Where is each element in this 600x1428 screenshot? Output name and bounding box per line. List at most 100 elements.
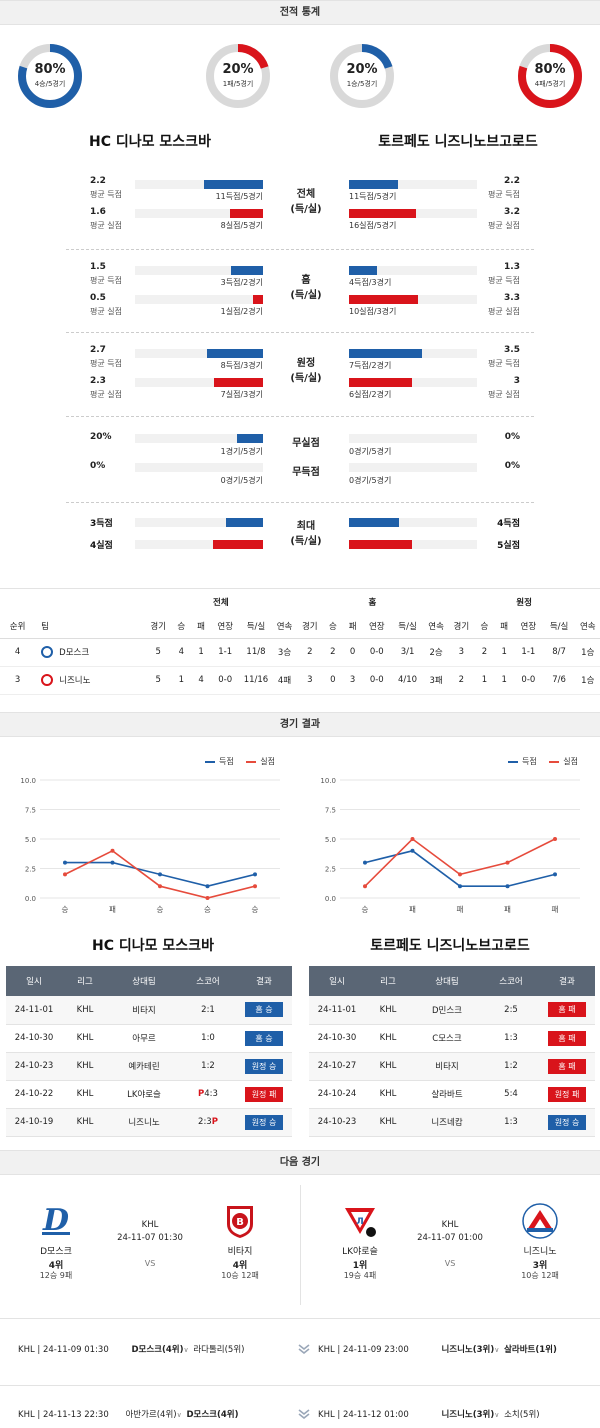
y-tick-label: 2.5	[325, 866, 336, 874]
x-tick-label: 패	[504, 904, 511, 914]
home-max-gf-bar	[226, 518, 263, 527]
result-league: KHL	[365, 996, 411, 1025]
data-point	[505, 860, 510, 865]
standings-cell: 1승	[575, 638, 600, 667]
donut-caption: 4패/5경기	[534, 80, 566, 88]
donut-arc	[18, 44, 82, 108]
result-date: 24-10-30	[6, 1024, 62, 1053]
category-label: 무실점	[292, 438, 320, 449]
away-gf-caption: 4득점/3경기	[349, 278, 392, 287]
schedule-left-0[interactable]: KHL | 24-11-09 01:30 D모스크(4위)∨ 라다톨리(5위)	[18, 1345, 245, 1355]
data-point	[158, 884, 162, 889]
standings-header-cell: 순위	[0, 614, 36, 639]
result-date: 24-10-24	[309, 1080, 365, 1109]
home-max-gf: 3득점	[90, 519, 113, 529]
standings-cell: 7/6	[542, 666, 576, 695]
away-ga-bar	[349, 209, 416, 218]
result-league: KHL	[365, 1052, 411, 1081]
results-header-cell: 스코어	[180, 966, 236, 996]
results-row[interactable]: 24-10-23 KHL 예카테린 1:2 원정 승	[6, 1052, 292, 1081]
standings-header-cell: 승	[474, 614, 495, 639]
next-left-home-record: 12승 9패	[39, 1271, 73, 1280]
schedule-right-1[interactable]: KHL | 24-11-12 01:00 니즈니노(3위)∨ 소치(5위)	[318, 1410, 540, 1420]
donut-arc	[518, 44, 582, 108]
home-chart-title: HC 디나모 모스크바	[92, 938, 214, 954]
result-opponent: LK야로슬	[108, 1080, 180, 1109]
results-row[interactable]: 24-10-22 KHL LK야로슬 P4:3 원정 패	[6, 1080, 292, 1109]
data-point	[410, 837, 415, 841]
donut-caption: 1승/5경기	[346, 80, 378, 88]
results-row[interactable]: 24-11-01 KHL D민스크 2:5 홈 패	[309, 996, 595, 1025]
lokomotiv-logo: Л	[345, 1208, 376, 1237]
result-badge-cell: 홈 패	[539, 1024, 595, 1053]
result-badge: 홈 패	[548, 1058, 586, 1074]
bar-track	[349, 540, 477, 549]
data-point	[553, 837, 557, 841]
standings-header-cell: 패	[342, 614, 363, 639]
data-point	[110, 860, 115, 865]
standings-cell: 4	[191, 666, 211, 695]
schedule-right-0[interactable]: KHL | 24-11-09 23:00 니즈니노(3위)∨ 살라바트(1위)	[318, 1345, 557, 1355]
home-team-title: HC 디나모 모스크바	[89, 134, 211, 150]
schedule-left-1[interactable]: KHL | 24-11-13 22:30 아반가르(4위)∨ D모스크(4위)	[18, 1410, 239, 1420]
away-chart-title: 토르페도 니즈니노브고로드	[370, 938, 530, 954]
result-badge-cell: 홈 승	[236, 996, 292, 1025]
win-rate-donut: 80% 4승/5경기	[16, 42, 84, 110]
away-avg-gf: 3.5	[504, 345, 520, 355]
standings-team-cell[interactable]: 니즈니노	[35, 666, 146, 695]
data-point	[158, 872, 162, 877]
result-score: 5:4	[483, 1080, 539, 1109]
avg-ga-label: 평균 실점	[90, 390, 122, 399]
bar-track	[349, 266, 477, 275]
result-badge-cell: 원정 승	[236, 1052, 292, 1081]
avg-gf-label: 평균 득점	[488, 276, 520, 285]
x-tick-label: 승	[252, 905, 259, 914]
data-point	[458, 872, 462, 877]
results-row[interactable]: 24-10-30 KHL 아무르 1:0 홈 승	[6, 1024, 292, 1053]
standings-cell: 2	[322, 638, 343, 667]
result-league: KHL	[62, 1108, 108, 1137]
result-opponent: 비타지	[411, 1052, 483, 1081]
result-opponent: 니즈니노	[108, 1108, 180, 1137]
results-row[interactable]: 24-10-19 KHL 니즈니노 2:3P 원정 승	[6, 1108, 292, 1137]
category-sub-label: (득/실)	[290, 290, 322, 301]
standings-team-cell[interactable]: D모스크	[35, 638, 146, 667]
result-league: KHL	[365, 1108, 411, 1137]
x-tick-label: 승	[62, 905, 69, 914]
away-gf-caption: 7득점/2경기	[349, 361, 392, 370]
expand-chevron-icon[interactable]	[298, 1344, 310, 1354]
results-row[interactable]: 24-11-01 KHL 비타지 2:1 홈 승	[6, 996, 292, 1025]
result-badge: 원정 패	[245, 1086, 283, 1102]
away-team-title: 토르페도 니즈니노브고로드	[378, 134, 538, 150]
expand-chevron-icon[interactable]	[298, 1409, 310, 1419]
bar-track	[349, 434, 477, 443]
bar-track	[135, 434, 263, 443]
result-score: 2:3P	[180, 1108, 236, 1137]
standings-header-cell: 연속	[272, 614, 297, 639]
results-row[interactable]: 24-10-24 KHL 살라바트 5:4 원정 패	[309, 1080, 595, 1109]
results-row[interactable]: 24-10-30 KHL C모스크 1:3 홈 패	[309, 1024, 595, 1053]
category-label: 홈	[301, 275, 311, 286]
stats-section-header: 전적 통계	[0, 0, 600, 25]
data-point	[63, 860, 67, 865]
standings-cell: 4패	[272, 666, 297, 695]
results-row[interactable]: 24-10-27 KHL 비타지 1:2 홈 패	[309, 1052, 595, 1081]
away-ga-caption: 6실점/2경기	[349, 390, 392, 399]
standings-cell: 1	[474, 666, 495, 695]
x-tick-label: 승	[157, 905, 164, 914]
standings-header-cell: 연속	[575, 614, 600, 639]
avg-gf-label: 평균 득점	[488, 190, 520, 199]
y-tick-label: 7.5	[325, 807, 336, 815]
standings-cell: 8/7	[542, 638, 576, 667]
results-row[interactable]: 24-10-23 KHL 니즈네캄 1:3 원정 승	[309, 1108, 595, 1137]
standings-header-cell: 경기	[145, 614, 172, 639]
standings-cell: 2	[296, 638, 323, 667]
result-score: 1:3	[483, 1108, 539, 1137]
y-tick-label: 7.5	[25, 807, 36, 815]
standings-cell: 0-0	[362, 638, 392, 667]
next-section-header: 다음 경기	[0, 1150, 600, 1175]
home-gf-caption: 11득점/5경기	[215, 192, 263, 201]
win-rate-donut: 80% 4패/5경기	[516, 42, 584, 110]
standings-cell: 0-0	[514, 666, 543, 695]
standings-header-cell: 연장	[514, 614, 543, 639]
